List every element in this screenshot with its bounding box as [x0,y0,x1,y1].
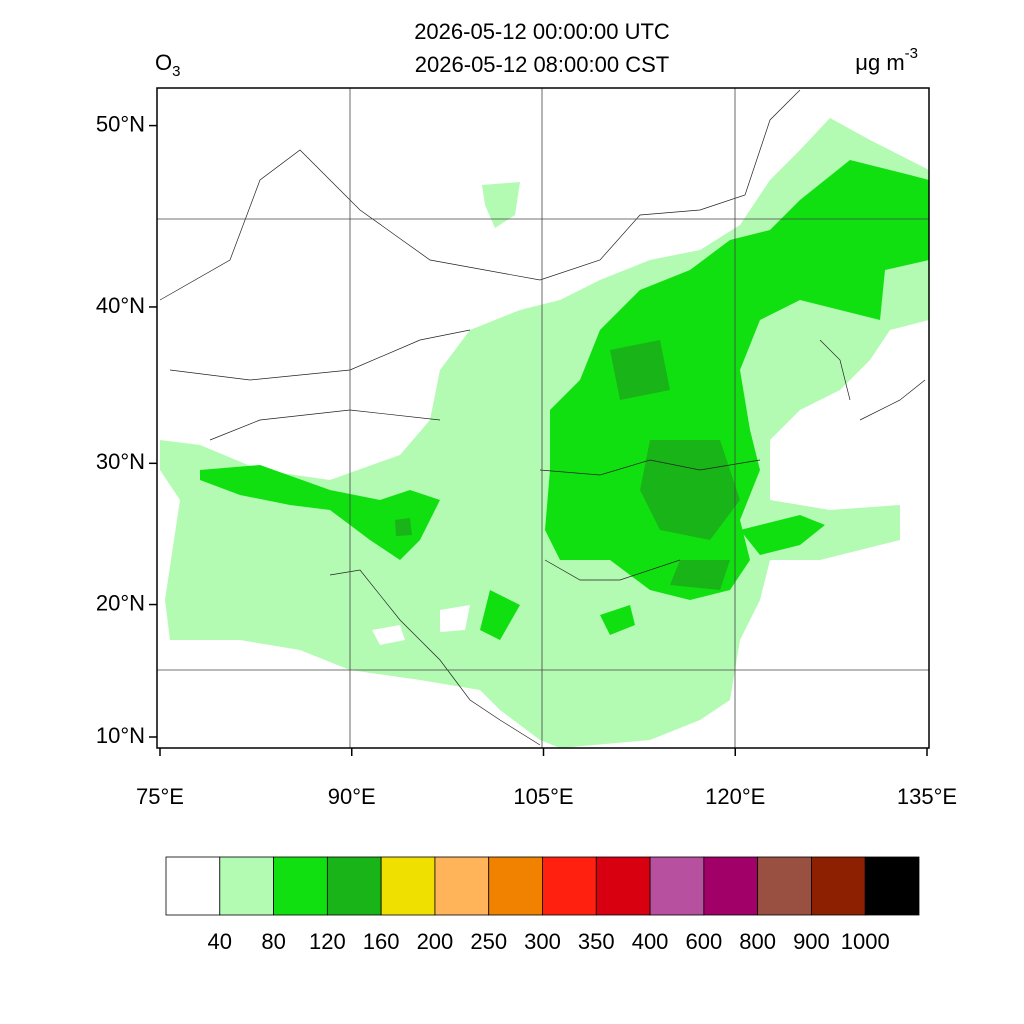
lat-tick-label: 50°N [96,111,145,136]
units-label: μg m-3 [855,45,918,75]
colorbar-label: 80 [261,929,285,954]
colorbar-label: 40 [208,929,232,954]
colorbar-label: 200 [417,929,454,954]
colorbar-box [326,856,382,916]
colorbar-label: 1000 [841,929,890,954]
lon-tick-label: 120°E [705,784,765,809]
colorbar-label: 900 [793,929,830,954]
units-superscript: -3 [905,45,918,62]
colorbar-label: 350 [578,929,615,954]
colorbar-box [595,856,651,916]
lat-tick-label: 40°N [96,293,145,318]
lon-tick-label: 75°E [136,784,184,809]
colorbar-label: 120 [309,929,346,954]
colorbar-box [864,856,920,916]
colorbar-label: 800 [739,929,776,954]
lon-tick-label: 105°E [513,784,573,809]
units-text: μg m [855,50,904,75]
colorbar-label: 250 [470,929,507,954]
colorbar-label: 400 [632,929,669,954]
colorbar-box [434,856,490,916]
title-line: 2026-05-12 08:00:00 CST [415,52,669,77]
colorbar-box [219,856,274,916]
lon-tick-label: 90°E [328,784,376,809]
variable-label: O3 [155,50,180,80]
lat-tick-label: 10°N [96,723,145,748]
colorbar-box [811,856,866,916]
field-region [200,160,929,640]
field-gap [372,605,470,645]
lat-tick-label: 20°N [96,590,145,615]
lat-tick-label: 30°N [96,449,145,474]
lon-tick-label: 135°E [897,784,957,809]
colorbar-box [488,856,543,916]
colorbar-box [273,856,328,916]
colorbar-label: 600 [685,929,722,954]
colorbar-box [757,856,812,916]
ozone-field [160,118,929,748]
colorbar-label: 300 [524,929,561,954]
field-region [395,340,740,590]
grid [157,88,929,748]
colorbar-label: 160 [363,929,400,954]
colorbar-box [703,856,759,916]
colorbar-box [649,856,705,916]
colorbar-box [165,856,221,916]
variable-text: O [155,50,172,75]
colorbar-box [542,856,597,916]
title-line: 2026-05-12 00:00:00 UTC [414,19,670,44]
variable-subscript: 3 [172,63,180,80]
colorbar-box [380,856,436,916]
